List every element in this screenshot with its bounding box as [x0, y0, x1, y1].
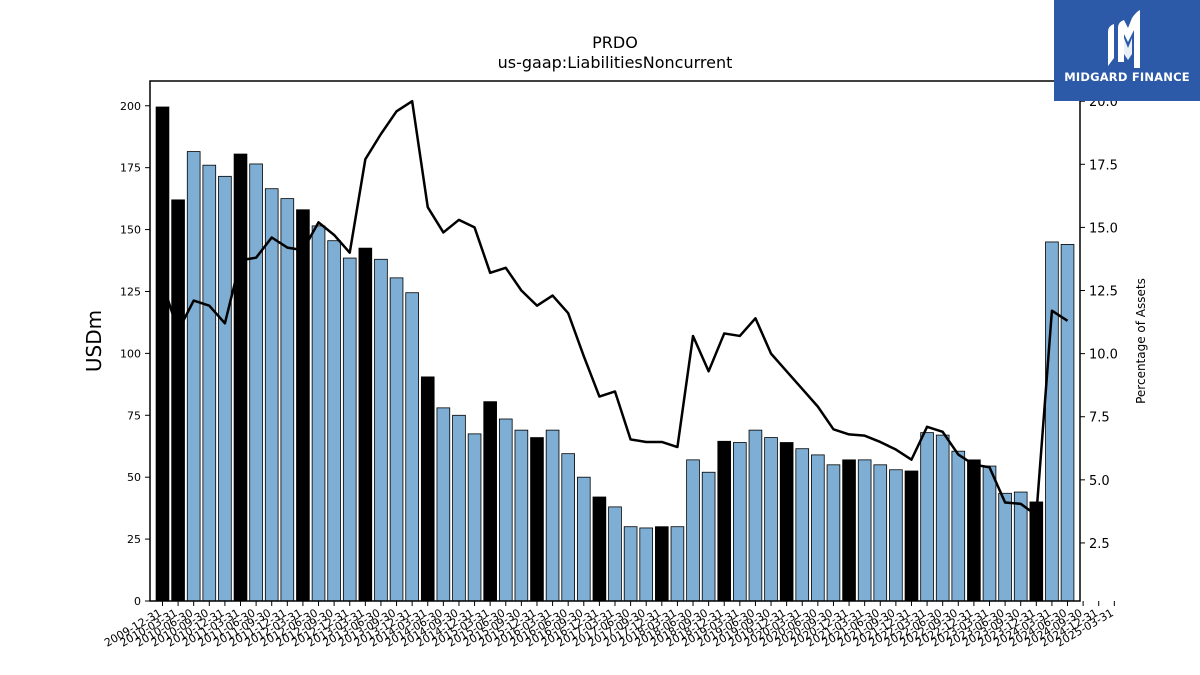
bar — [623, 526, 638, 602]
bar — [608, 506, 622, 602]
bar — [233, 153, 248, 602]
bar — [951, 450, 966, 602]
bar — [795, 448, 810, 602]
y-tick-label: 25 — [127, 533, 141, 546]
logo-text: MIDGARD FINANCE — [1064, 70, 1190, 84]
bar — [327, 240, 341, 602]
y2-axis-label: Percentage of Assets — [1134, 278, 1148, 404]
bar — [717, 440, 732, 602]
y2-tick-label: 7.5 — [1089, 411, 1110, 426]
bar — [374, 258, 388, 602]
y2-tick-label: 15.0 — [1089, 221, 1118, 236]
bar — [218, 175, 232, 602]
bar — [498, 418, 513, 602]
bar — [889, 469, 903, 602]
y-axis-label: USDm — [82, 310, 106, 372]
bar — [857, 459, 872, 602]
bar — [701, 471, 716, 602]
y-tick-label: 100 — [120, 347, 141, 360]
bar — [826, 464, 841, 602]
bar — [733, 442, 747, 602]
logo-badge: MIDGARD FINANCE — [1054, 0, 1200, 101]
percentage-line — [161, 99, 1069, 517]
y-tick-label: 50 — [127, 471, 141, 484]
bar — [171, 199, 185, 602]
bar — [483, 401, 497, 602]
bar — [436, 407, 451, 602]
bar — [920, 432, 934, 602]
bar-series — [155, 106, 1075, 602]
bar — [514, 429, 529, 602]
y2-tick-label: 5.0 — [1089, 474, 1110, 489]
bar — [904, 470, 919, 602]
bar — [280, 198, 295, 602]
bar — [1045, 241, 1059, 602]
bar — [670, 526, 685, 602]
chart-subtitle: us-gaap:LiabilitiesNoncurrent — [498, 53, 733, 72]
y-tick-label: 175 — [120, 162, 141, 175]
y-tick-label: 0 — [134, 595, 141, 608]
y-tick-label: 75 — [127, 409, 141, 422]
midgard-logo-icon — [1108, 10, 1140, 68]
bar — [935, 434, 950, 602]
bar — [686, 459, 700, 602]
bar — [1060, 244, 1075, 602]
line-series — [161, 99, 1069, 517]
bar — [842, 459, 856, 602]
y-tick-label: 150 — [120, 224, 141, 237]
bar — [748, 429, 763, 602]
bar — [530, 437, 544, 602]
bar — [811, 454, 825, 602]
bar — [998, 492, 1012, 602]
bar — [982, 465, 997, 602]
bar — [311, 225, 326, 602]
bar — [873, 464, 888, 602]
bar — [186, 151, 201, 602]
y-tick-label: 125 — [120, 285, 141, 298]
bar — [296, 209, 310, 602]
y2-tick-label: 12.5 — [1089, 285, 1118, 300]
axes: 0 25 50 75 100 125 150 175 200 2.5 5.0 7.5 10.0 12.5 1… — [102, 80, 1118, 650]
bar — [420, 376, 435, 602]
y2-tick-label: 10.0 — [1089, 348, 1118, 363]
bar — [249, 163, 263, 602]
y2-tick-label: 2.5 — [1089, 537, 1110, 552]
bar — [155, 106, 170, 602]
bar — [592, 496, 607, 602]
bar — [467, 433, 482, 602]
y-tick-label: 200 — [120, 100, 141, 113]
bar — [639, 527, 654, 602]
bar — [764, 437, 778, 602]
bar — [202, 164, 217, 602]
bar — [576, 476, 591, 602]
bar — [389, 277, 404, 602]
y2-tick-label: 17.5 — [1089, 158, 1118, 173]
bar — [405, 292, 419, 602]
bar — [655, 526, 669, 602]
bar — [561, 453, 575, 602]
bar — [967, 459, 981, 602]
chart-title: PRDO — [592, 33, 638, 52]
bar — [452, 414, 466, 602]
bar — [1029, 501, 1044, 602]
bar — [779, 442, 794, 602]
bar — [545, 429, 560, 602]
bar — [358, 247, 373, 602]
bar — [264, 188, 279, 602]
bar — [342, 257, 357, 602]
